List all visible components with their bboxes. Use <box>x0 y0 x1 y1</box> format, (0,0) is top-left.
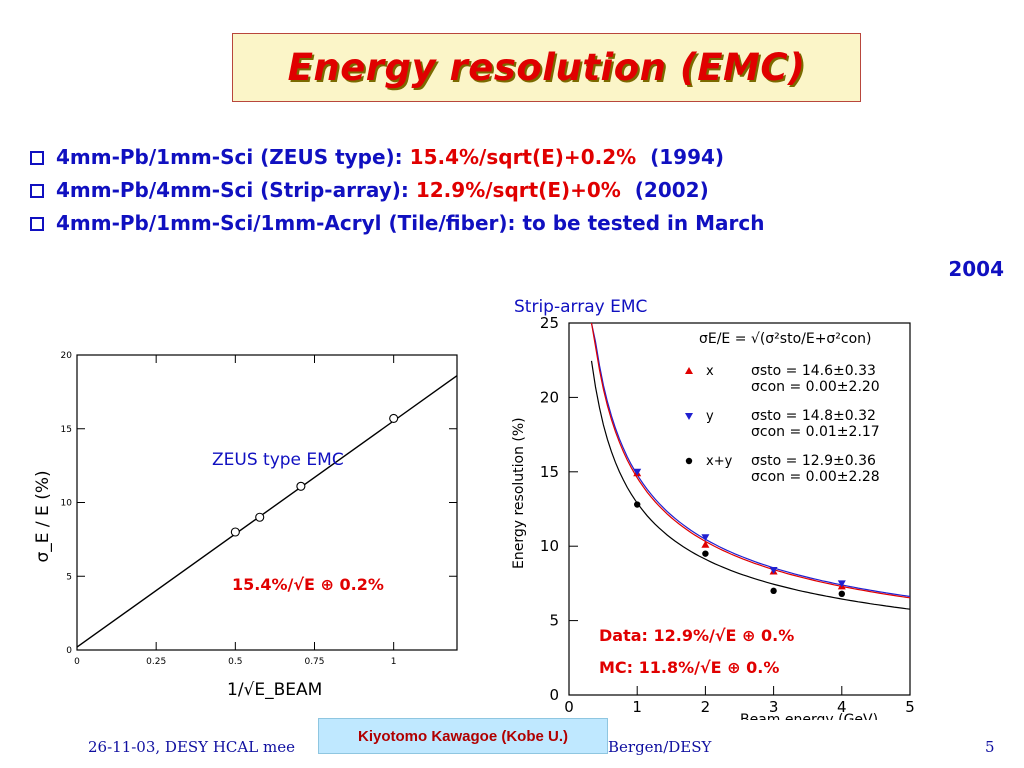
data-point <box>770 587 777 595</box>
data-point <box>230 527 240 537</box>
chart-annotation: MC: 11.8%/√E ⊕ 0.% <box>599 658 779 677</box>
y-tick-label: 15 <box>61 425 72 435</box>
data-point <box>296 481 306 491</box>
legend-param: σsto = 14.6±0.33 <box>751 363 876 379</box>
x-tick-label: 0.75 <box>304 657 324 667</box>
legend-marker <box>685 413 693 420</box>
y-tick-label: 25 <box>540 314 559 332</box>
data-point <box>701 540 710 548</box>
footer-tail: Bergen/DESY <box>608 738 712 756</box>
x-axis-label: 1/√E_BEAM <box>227 680 322 700</box>
x-tick-label: 0.5 <box>228 657 242 667</box>
legend-param: σcon = 0.01±2.17 <box>751 424 880 440</box>
y-axis-label: σ_E / E (%) <box>33 470 53 562</box>
data-point <box>633 468 642 476</box>
footer-date: 26-11-03, DESY HCAL mee <box>88 738 295 756</box>
chart-annotation: 15.4%/√E ⊕ 0.2% <box>232 575 384 594</box>
x-tick-label: 1 <box>632 698 642 716</box>
y-tick-label: 10 <box>540 537 559 555</box>
bullet-year: (2002) <box>634 178 709 202</box>
plot-frame <box>568 322 911 696</box>
y-axis-label: Energy resolution (%) <box>511 417 527 569</box>
y-tick-label: 20 <box>540 388 559 406</box>
bullet-text: 4mm-Pb/1mm-Sci/1mm-Acryl (Tile/fiber): t… <box>56 211 765 235</box>
legend-marker <box>685 457 693 465</box>
legend-param: σsto = 14.8±0.32 <box>751 408 876 424</box>
data-point <box>634 501 641 508</box>
x-tick-label: 0.25 <box>146 657 166 667</box>
legend-label: x+y <box>706 454 733 469</box>
bullet-year: (1994) <box>650 145 725 169</box>
y-tick-label: 15 <box>540 463 559 481</box>
x-tick-label: 5 <box>905 698 915 716</box>
y-tick-label: 0 <box>549 686 559 704</box>
data-point <box>255 512 265 522</box>
checkbox-bullet-icon <box>30 151 44 165</box>
legend-label: y <box>706 409 714 424</box>
fit-line <box>76 375 458 648</box>
data-point <box>389 413 399 423</box>
y-tick-label: 5 <box>549 612 559 630</box>
bullet-item: 4mm-Pb/1mm-Sci (ZEUS type): 15.4%/sqrt(E… <box>30 145 1005 169</box>
bullet-formula: 12.9%/sqrt(E)+0% <box>415 178 621 202</box>
fit-curve <box>590 360 911 610</box>
bullet-list: 4mm-Pb/1mm-Sci (ZEUS type): 15.4%/sqrt(E… <box>30 145 1005 244</box>
x-tick-label: 2 <box>701 698 711 716</box>
checkbox-bullet-icon <box>30 217 44 231</box>
author-box: Kiyotomo Kawagoe (Kobe U.) <box>318 718 608 754</box>
x-tick-label: 0 <box>564 698 574 716</box>
chart-annotation: Data: 12.9%/√E ⊕ 0.% <box>599 626 794 645</box>
data-point <box>702 550 709 557</box>
title-box: Energy resolution (EMC) <box>232 33 861 102</box>
strip-chart: Strip-array EMC 0 1 2 3 4 5 0 5 10 15 20 25 σE/E = √(… <box>511 297 915 720</box>
data-point <box>769 567 778 575</box>
legend-param: σcon = 0.00±2.28 <box>751 469 880 485</box>
x-tick-label: 0 <box>74 657 80 667</box>
x-tick-label: 4 <box>837 698 847 716</box>
data-point <box>701 534 710 542</box>
y-tick-label: 5 <box>66 572 72 582</box>
slide-title: Energy resolution (EMC) <box>287 46 806 89</box>
legend-param: σcon = 0.00±2.20 <box>751 379 880 395</box>
legend-param: σsto = 12.9±0.36 <box>751 453 876 469</box>
page-number: 5 <box>985 738 995 756</box>
fit-curve <box>590 322 911 599</box>
bullet-item: 4mm-Pb/1mm-Sci/1mm-Acryl (Tile/fiber): t… <box>30 211 1005 235</box>
x-axis-label: Beam energy (GeV) <box>740 712 878 720</box>
checkbox-bullet-icon <box>30 184 44 198</box>
legend-formula: σE/E = √(σ²sto/E+σ²con) <box>699 331 872 347</box>
legend-label: x <box>706 364 714 379</box>
bullet-year: 2004 <box>948 257 1004 281</box>
bullet-text: 4mm-Pb/1mm-Sci (ZEUS type): <box>56 145 410 169</box>
legend-marker <box>685 367 693 374</box>
chart-title: ZEUS type EMC <box>212 450 344 470</box>
bullet-text: 4mm-Pb/4mm-Sci (Strip-array): <box>56 178 416 202</box>
data-point <box>837 580 846 588</box>
fit-curve <box>590 322 911 598</box>
y-tick-label: 0 <box>66 646 72 656</box>
bullet-formula: 15.4%/sqrt(E)+0.2% <box>409 145 637 169</box>
x-tick-label: 3 <box>769 698 779 716</box>
y-tick-label: 10 <box>61 499 73 509</box>
data-point <box>838 590 845 598</box>
chart-title: Strip-array EMC <box>514 297 647 317</box>
x-tick-label: 1 <box>391 657 397 667</box>
bullet-item: 4mm-Pb/4mm-Sci (Strip-array): 12.9%/sqrt… <box>30 178 1005 202</box>
y-tick-label: 20 <box>61 351 73 361</box>
